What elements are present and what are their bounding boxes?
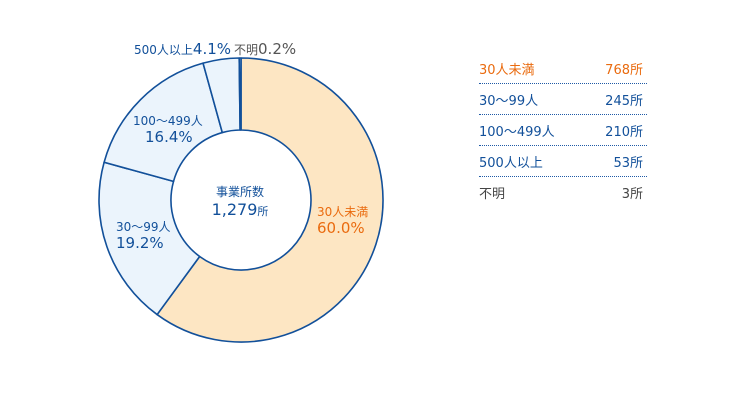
slice-name: 30〜99人 (116, 220, 171, 234)
table-row: 30人未満 768所 (479, 53, 647, 84)
slice-name: 不明 (234, 43, 259, 57)
slice-under-30 (156, 57, 384, 343)
row-count: 768所 (605, 62, 643, 78)
row-count: 3所 (621, 187, 643, 202)
center-title: 事業所数 (215, 185, 264, 199)
row-category: 500人以上 (479, 155, 543, 171)
slice-name: 30人未満 (317, 205, 369, 219)
slice-label-500-plus: 500人以上4.1% (134, 41, 231, 57)
slice-unknown (238, 57, 242, 131)
table-row: 30〜99人 245所 (479, 84, 647, 115)
slice-percent: 4.1% (192, 40, 232, 58)
slice-name: 100〜499人 (133, 114, 203, 128)
slice-label-under-30: 30人未満 60.0% (317, 206, 368, 236)
row-count: 53所 (613, 155, 643, 171)
center-value: 1,279 (211, 200, 258, 219)
slice-label-30-99: 30〜99人 19.2% (116, 221, 171, 251)
row-category: 不明 (479, 187, 506, 202)
table-row: 不明 3所 (479, 177, 647, 208)
row-category: 100〜499人 (479, 124, 555, 140)
slice-percent: 0.2% (258, 40, 297, 58)
table-row: 500人以上 53所 (479, 146, 647, 177)
slice-name: 500人以上 (134, 43, 193, 57)
row-count: 210所 (605, 124, 643, 140)
slice-label-unknown: 不明0.2% (234, 41, 296, 57)
row-category: 30人未満 (479, 62, 535, 78)
table-row: 100〜499人 210所 (479, 115, 647, 146)
center-unit: 所 (257, 205, 269, 218)
chart-center-label: 事業所数 1,279所 (180, 185, 300, 220)
slice-percent: 60.0% (317, 219, 365, 237)
slice-percent: 16.4% (145, 128, 193, 146)
slice-label-100-499: 100〜499人 16.4% (133, 115, 203, 145)
slice-percent: 19.2% (116, 234, 164, 252)
row-category: 30〜99人 (479, 93, 539, 109)
slice-30-99 (98, 161, 201, 316)
row-count: 245所 (605, 93, 643, 109)
count-table: 30人未満 768所 30〜99人 245所 100〜499人 210所 500… (479, 53, 647, 208)
